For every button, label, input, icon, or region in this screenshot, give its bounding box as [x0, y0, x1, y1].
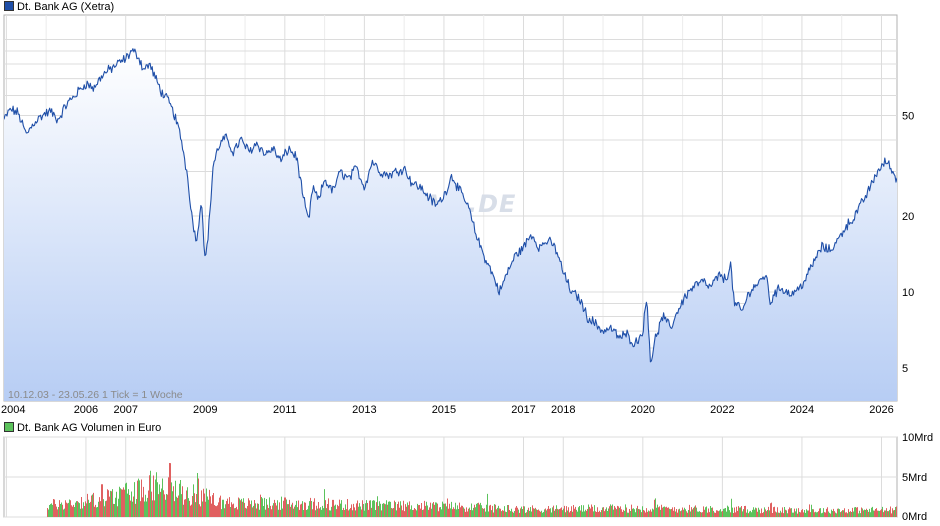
volume-legend: Dt. Bank AG Volumen in Euro: [4, 421, 161, 435]
price-panel: ARIVA.DE 10.12.03 - 23.05.26 1 Tick = 1 …: [1, 14, 914, 416]
y-tick-label: 10: [902, 287, 914, 299]
volume-legend-swatch: [4, 422, 14, 432]
volume-y-tick-label: 0Mrd: [902, 511, 927, 523]
volume-y-axis: 10Mrd 5Mrd 0Mrd: [902, 432, 933, 523]
y-tick-label: 50: [902, 110, 914, 122]
price-legend-label: Dt. Bank AG (Xetra): [17, 1, 115, 13]
price-line: [4, 48, 897, 363]
volume-panel: 10Mrd 5Mrd 0Mrd: [3, 432, 933, 523]
x-tick-label: 2017: [511, 404, 535, 416]
x-tick-label: 2004: [1, 404, 25, 416]
x-tick-label: 2009: [193, 404, 217, 416]
y-tick-label: 20: [902, 211, 914, 223]
price-area: [4, 48, 897, 401]
price-series: [4, 48, 897, 401]
volume-bars: [47, 463, 897, 517]
x-tick-label: 2026: [869, 404, 893, 416]
x-tick-label: 2024: [790, 404, 814, 416]
volume-y-tick-label: 10Mrd: [902, 432, 933, 444]
x-tick-label: 2022: [710, 404, 734, 416]
x-tick-label: 2006: [74, 404, 98, 416]
price-y-axis: 50 20 10 5: [902, 110, 914, 375]
y-tick-label: 5: [902, 363, 908, 375]
price-legend-swatch: [4, 1, 14, 11]
x-tick-label: 2007: [113, 404, 137, 416]
volume-y-tick-label: 5Mrd: [902, 472, 927, 484]
x-tick-label: 2020: [631, 404, 655, 416]
x-tick-label: 2013: [352, 404, 376, 416]
volume-legend-label: Dt. Bank AG Volumen in Euro: [17, 422, 162, 434]
x-tick-label: 2011: [273, 404, 297, 416]
x-tick-label: 2015: [432, 404, 456, 416]
price-legend: Dt. Bank AG (Xetra): [4, 0, 114, 14]
x-tick-label: 2018: [551, 404, 575, 416]
price-x-axis: 2004 2006 2007 2009 2011 2013 2015 2017 2018 2020…: [1, 404, 894, 416]
date-range-note: 10.12.03 - 23.05.26 1 Tick = 1 Woche: [8, 389, 183, 401]
